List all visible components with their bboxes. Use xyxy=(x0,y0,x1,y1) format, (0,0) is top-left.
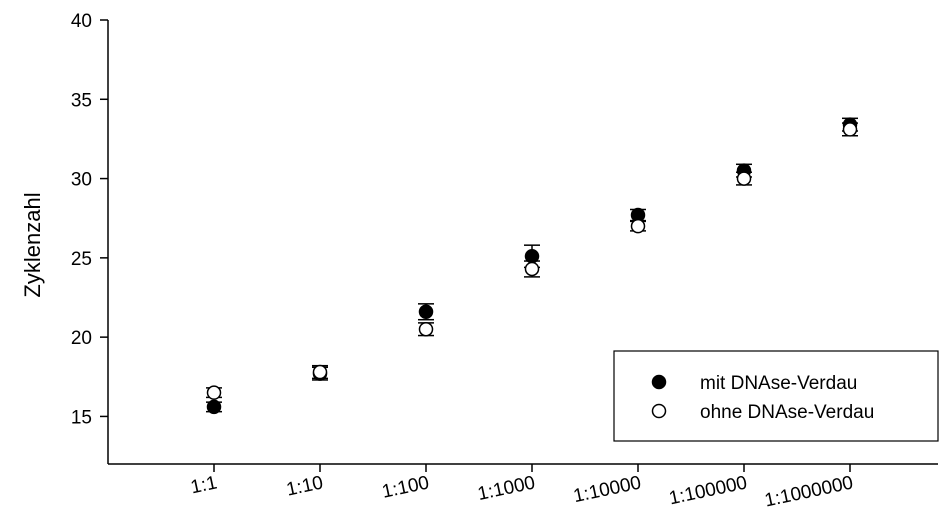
plot-area xyxy=(206,117,858,415)
legend-label: ohne DNAse-Verdau xyxy=(700,402,874,423)
y-axis-label: Zyklenzahl xyxy=(20,192,45,297)
x-tick-label: 1:10 xyxy=(284,472,325,500)
y-tick-label: 40 xyxy=(71,11,92,32)
legend-marker xyxy=(651,374,667,390)
x-tick-label: 1:100 xyxy=(380,472,431,502)
data-point xyxy=(418,304,434,320)
y-tick-label: 35 xyxy=(71,90,92,111)
axes xyxy=(107,20,938,465)
data-point xyxy=(524,249,540,264)
x-tick-label: 1:1000 xyxy=(476,472,537,505)
data-point xyxy=(206,399,222,415)
y-tick-label: 20 xyxy=(71,328,92,349)
x-tick-label: 1:100000 xyxy=(667,472,749,509)
y-tick-label: 30 xyxy=(71,170,92,191)
x-tick-label: 1:1000000 xyxy=(763,472,855,511)
legend: mit DNAse-Verdau ohne DNAse-Verdau xyxy=(613,350,939,442)
x-axis-ticks: 1:1 1:10 1:100 1:1000 1:10000 1:100000 1:10000… xyxy=(189,464,855,512)
y-axis-ticks: 15 20 25 30 35 40 xyxy=(71,11,108,428)
data-point xyxy=(630,218,646,234)
y-tick-label: 15 xyxy=(71,407,92,428)
data-point xyxy=(842,122,858,137)
data-point xyxy=(312,364,328,380)
y-tick-label: 25 xyxy=(71,249,92,270)
legend-marker xyxy=(651,403,667,419)
x-tick-label: 1:1 xyxy=(189,472,219,498)
data-point xyxy=(206,385,222,400)
x-tick-label: 1:10000 xyxy=(571,472,643,507)
legend-box xyxy=(613,350,939,442)
legend-label: mit DNAse-Verdau xyxy=(700,373,857,394)
data-point xyxy=(736,171,752,186)
data-point xyxy=(418,321,434,337)
markers-ohne-dnase xyxy=(206,122,858,400)
data-point xyxy=(524,261,540,277)
